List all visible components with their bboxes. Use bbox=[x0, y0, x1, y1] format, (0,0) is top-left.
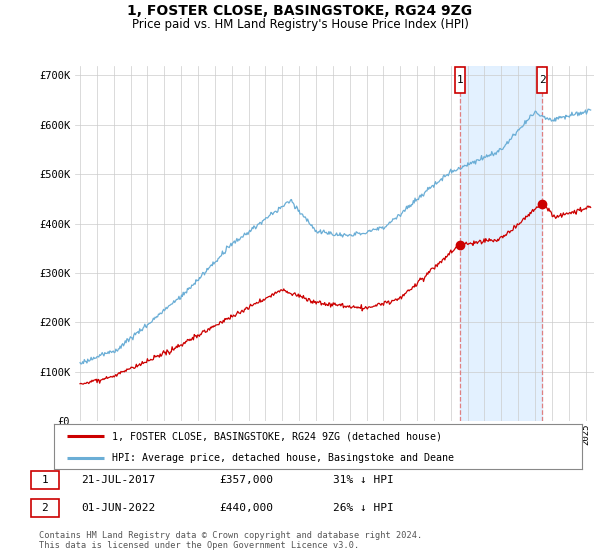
Text: 1: 1 bbox=[457, 76, 463, 85]
Text: 21-JUL-2017: 21-JUL-2017 bbox=[81, 475, 155, 485]
FancyBboxPatch shape bbox=[537, 68, 547, 93]
Text: Contains HM Land Registry data © Crown copyright and database right 2024.
This d: Contains HM Land Registry data © Crown c… bbox=[39, 531, 422, 550]
Bar bbox=[460, 66, 542, 421]
Text: 1, FOSTER CLOSE, BASINGSTOKE, RG24 9ZG (detached house): 1, FOSTER CLOSE, BASINGSTOKE, RG24 9ZG (… bbox=[112, 431, 442, 441]
Text: £440,000: £440,000 bbox=[219, 503, 273, 513]
Text: Price paid vs. HM Land Registry's House Price Index (HPI): Price paid vs. HM Land Registry's House … bbox=[131, 18, 469, 31]
FancyBboxPatch shape bbox=[455, 68, 465, 93]
Text: 2: 2 bbox=[41, 503, 49, 513]
Text: 1: 1 bbox=[41, 475, 49, 485]
Text: 01-JUN-2022: 01-JUN-2022 bbox=[81, 503, 155, 513]
Text: 2: 2 bbox=[539, 76, 545, 85]
Text: £357,000: £357,000 bbox=[219, 475, 273, 485]
Text: 26% ↓ HPI: 26% ↓ HPI bbox=[333, 503, 394, 513]
Text: 1, FOSTER CLOSE, BASINGSTOKE, RG24 9ZG: 1, FOSTER CLOSE, BASINGSTOKE, RG24 9ZG bbox=[127, 4, 473, 18]
Text: HPI: Average price, detached house, Basingstoke and Deane: HPI: Average price, detached house, Basi… bbox=[112, 452, 454, 463]
Text: 31% ↓ HPI: 31% ↓ HPI bbox=[333, 475, 394, 485]
